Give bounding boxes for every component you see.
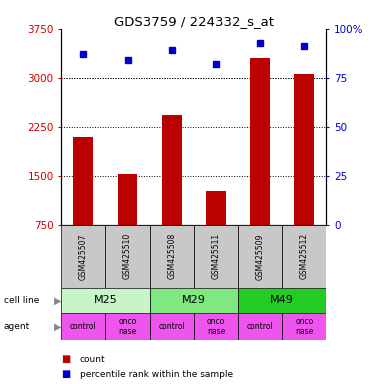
Text: GSM425508: GSM425508 xyxy=(167,233,176,280)
Bar xyxy=(194,313,238,340)
Bar xyxy=(238,288,326,313)
Bar xyxy=(150,225,194,288)
Bar xyxy=(238,313,282,340)
Text: GSM425510: GSM425510 xyxy=(123,233,132,280)
Text: control: control xyxy=(70,322,97,331)
Text: cell line: cell line xyxy=(4,296,39,305)
Text: GSM425507: GSM425507 xyxy=(79,233,88,280)
Text: percentile rank within the sample: percentile rank within the sample xyxy=(80,370,233,379)
Text: onco
nase: onco nase xyxy=(207,317,225,336)
Text: onco
nase: onco nase xyxy=(295,317,313,336)
Text: GSM425512: GSM425512 xyxy=(300,233,309,280)
Bar xyxy=(282,225,326,288)
Text: ▶: ▶ xyxy=(54,295,61,306)
Bar xyxy=(162,115,182,225)
Bar xyxy=(150,288,238,313)
Bar xyxy=(250,58,270,225)
Title: GDS3759 / 224332_s_at: GDS3759 / 224332_s_at xyxy=(114,15,274,28)
Text: ■: ■ xyxy=(61,369,70,379)
Text: count: count xyxy=(80,354,105,364)
Bar xyxy=(61,313,105,340)
Text: M49: M49 xyxy=(270,295,294,306)
Bar xyxy=(73,137,93,225)
Text: M25: M25 xyxy=(93,295,117,306)
Text: ▶: ▶ xyxy=(54,321,61,331)
Bar xyxy=(295,74,314,225)
Bar xyxy=(194,225,238,288)
Text: M29: M29 xyxy=(182,295,206,306)
Text: agent: agent xyxy=(4,322,30,331)
Bar xyxy=(150,313,194,340)
Text: onco
nase: onco nase xyxy=(118,317,137,336)
Bar xyxy=(61,225,105,288)
Bar xyxy=(61,288,150,313)
Text: control: control xyxy=(158,322,185,331)
Text: ■: ■ xyxy=(61,354,70,364)
Bar xyxy=(206,191,226,225)
Bar xyxy=(118,174,138,225)
Text: GSM425511: GSM425511 xyxy=(211,233,220,280)
Bar xyxy=(238,225,282,288)
Bar xyxy=(105,225,150,288)
Text: control: control xyxy=(247,322,273,331)
Text: GSM425509: GSM425509 xyxy=(256,233,265,280)
Bar xyxy=(105,313,150,340)
Bar xyxy=(282,313,326,340)
